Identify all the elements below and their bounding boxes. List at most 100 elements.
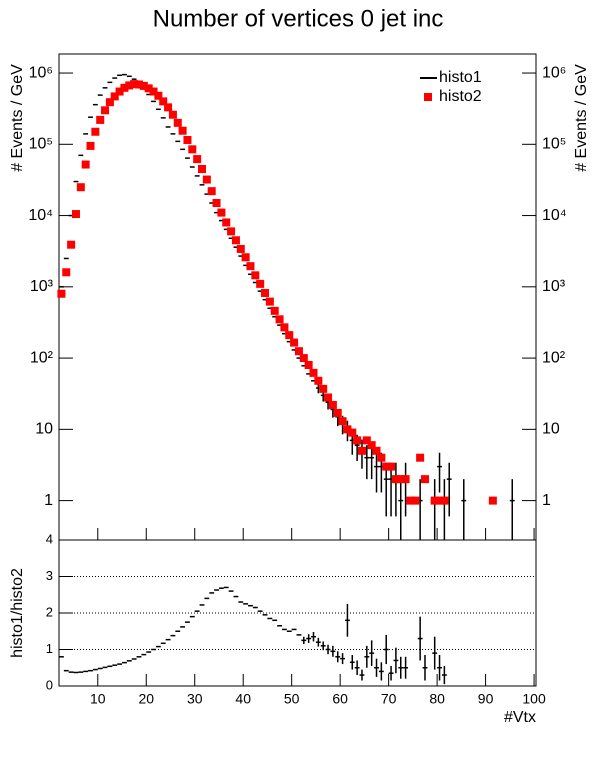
marker-square — [159, 97, 168, 106]
marker-square — [362, 436, 371, 445]
y-tick-label: 10⁴ — [28, 207, 53, 224]
y2-tick-label: 1 — [542, 492, 551, 509]
marker-square — [212, 199, 221, 208]
ratio-y-label: histo1/histo2 — [9, 568, 26, 658]
marker-square — [62, 268, 71, 277]
marker-square — [270, 306, 279, 315]
marker-square — [353, 436, 362, 445]
marker-square — [435, 496, 444, 505]
marker-square — [110, 92, 119, 101]
marker-square — [265, 297, 274, 306]
marker-square — [367, 441, 376, 450]
marker-square — [81, 160, 90, 169]
marker-square — [139, 81, 148, 90]
marker-square — [304, 360, 313, 369]
marker-square — [217, 208, 226, 217]
marker-square — [134, 80, 143, 89]
y-tick-label: 10² — [30, 349, 54, 366]
marker-square — [294, 347, 303, 356]
marker-square — [440, 496, 449, 505]
marker-square — [377, 453, 386, 462]
x-tick-label: 30 — [187, 691, 203, 707]
y2-tick-label: 10⁶ — [542, 64, 566, 81]
marker-square — [86, 141, 95, 150]
marker-square — [280, 323, 289, 332]
marker-square — [256, 279, 265, 288]
marker-square — [246, 262, 255, 271]
marker-square — [348, 428, 357, 437]
marker-square — [207, 187, 216, 196]
y-tick-label: 1 — [44, 492, 53, 509]
legend-marker — [424, 93, 432, 101]
marker-square — [105, 98, 114, 107]
y2-tick-label: 10³ — [542, 278, 566, 295]
marker-square — [57, 289, 66, 298]
marker-square — [144, 84, 153, 93]
marker-square — [173, 118, 182, 127]
x-tick-label: 40 — [235, 691, 251, 707]
marker-square — [115, 87, 124, 96]
marker-square — [372, 446, 381, 455]
marker-square — [333, 408, 342, 417]
y-tick-label: 4 — [46, 531, 53, 546]
marker-square — [227, 227, 236, 236]
x-tick-label: 90 — [478, 691, 494, 707]
marker-square — [236, 244, 245, 253]
marker-square — [120, 83, 129, 92]
x-tick-label: 70 — [381, 691, 397, 707]
x-tick-label: 10 — [90, 691, 106, 707]
marker-square — [396, 475, 405, 484]
legend-label: histo2 — [439, 88, 482, 105]
x-axis-label: #Vtx — [504, 709, 536, 726]
marker-square — [338, 417, 347, 426]
marker-square — [411, 496, 420, 505]
y2-tick-label: 10⁴ — [542, 207, 567, 224]
y-tick-label: 1 — [46, 641, 53, 656]
y-tick-label: 0 — [46, 677, 53, 692]
marker-square — [91, 127, 100, 136]
x-tick-label: 20 — [138, 691, 154, 707]
legend-label: histo1 — [439, 69, 482, 86]
marker-square — [357, 446, 366, 455]
y2-axis-label: # Events / GeV — [573, 64, 590, 172]
y-axis-label: # Events / GeV — [9, 64, 26, 172]
marker-square — [391, 475, 400, 484]
marker-square — [71, 210, 80, 219]
marker-square — [202, 175, 211, 184]
x-tick-label: 50 — [284, 691, 300, 707]
marker-square — [188, 145, 197, 154]
marker-square — [328, 400, 337, 409]
marker-square — [130, 80, 139, 89]
y-tick-label: 10⁶ — [29, 64, 53, 81]
marker-square — [168, 110, 177, 119]
marker-square — [231, 236, 240, 245]
y2-tick-label: 10⁵ — [542, 136, 566, 153]
marker-square — [343, 425, 352, 434]
x-tick-label: 100 — [522, 691, 546, 707]
marker-square — [299, 354, 308, 363]
y2-tick-label: 10² — [542, 349, 566, 366]
marker-square — [314, 376, 323, 385]
marker-square — [198, 165, 207, 174]
marker-square — [222, 218, 231, 227]
x-tick-label: 60 — [332, 691, 348, 707]
marker-square — [96, 115, 105, 124]
y-tick-label: 3 — [46, 568, 53, 583]
marker-square — [101, 106, 110, 115]
marker-square — [275, 315, 284, 324]
marker-square — [251, 271, 260, 280]
marker-square — [290, 338, 299, 347]
marker-square — [382, 462, 391, 471]
marker-square — [261, 288, 270, 297]
marker-square — [154, 91, 163, 100]
y2-tick-label: 10 — [542, 421, 560, 438]
marker-square — [285, 331, 294, 340]
marker-square — [488, 496, 497, 505]
chart-title: Number of vertices 0 jet inc — [153, 5, 444, 32]
marker-square — [430, 496, 439, 505]
marker-square — [387, 462, 396, 471]
y-tick-label: 10³ — [30, 278, 54, 295]
marker-square — [193, 155, 202, 164]
x-tick-label: 80 — [429, 691, 445, 707]
